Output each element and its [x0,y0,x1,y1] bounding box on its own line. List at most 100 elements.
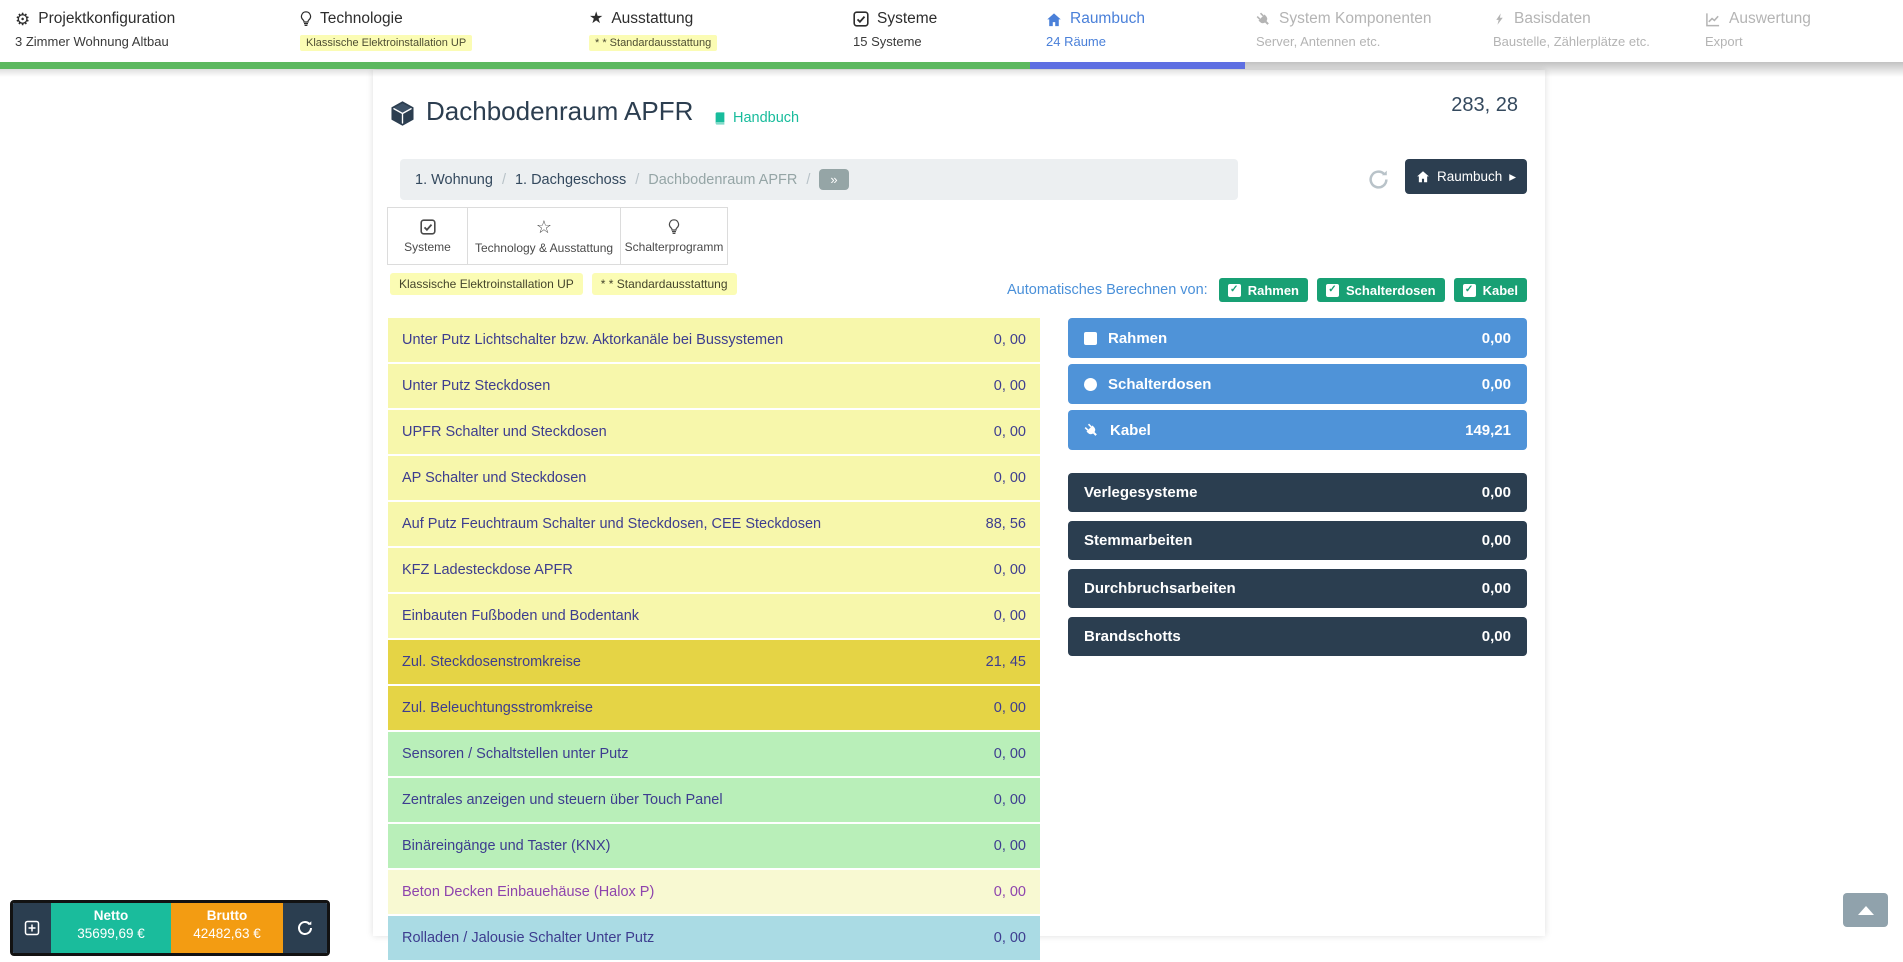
check-square-icon [419,218,436,235]
system-row-value: 0, 00 [993,884,1026,900]
system-row-label: Zul. Beleuchtungsstromkreise [402,700,593,716]
tab[interactable]: Systeme [387,207,468,265]
nav-item[interactable]: Technologie Klassische Elektroinstallati… [300,9,473,51]
breadcrumb-more-button[interactable]: » [819,169,849,190]
system-row[interactable]: Zul. Steckdosenstromkreise 21, 45 [388,640,1040,684]
refresh-icon[interactable] [1368,169,1389,195]
manual-total-row[interactable]: Brandschotts 0,00 [1068,617,1527,656]
system-row-value: 0, 00 [993,562,1026,578]
plus-square-icon [24,920,40,936]
breadcrumb-separator: / [635,171,640,188]
auto-calc-toggle-kabel[interactable]: ✓ Kabel [1453,278,1527,302]
breadcrumb: 1. Wohnung / 1. Dachgeschoss / Dachboden… [400,159,1238,200]
raumbuch-button[interactable]: Raumbuch ▸ [1405,159,1527,194]
system-row[interactable]: Beton Decken Einbauehäuse (Halox P) 0, 0… [388,870,1040,914]
manual-total-row[interactable]: Stemmarbeiten 0,00 [1068,521,1527,560]
chart-icon [1705,12,1721,27]
system-row[interactable]: Einbauten Fußboden und Bodentank 0, 00 [388,594,1040,638]
manual-total-row[interactable]: Durchbruchsarbeiten 0,00 [1068,569,1527,608]
system-row-value: 0, 00 [993,700,1026,716]
nav-item[interactable]: ★ Ausstattung * * Standardausstattung [589,9,718,51]
system-row[interactable]: AP Schalter und Steckdosen 0, 00 [388,456,1040,500]
total-value: 0,00 [1481,375,1511,393]
system-row[interactable]: KFZ Ladesteckdose APFR 0, 00 [388,548,1040,592]
system-row[interactable]: Unter Putz Steckdosen 0, 00 [388,364,1040,408]
home-icon [1046,12,1062,27]
nav-item-subtitle: Baustelle, Zählerplätze etc. [1493,34,1650,49]
expand-button[interactable] [13,903,51,953]
system-row[interactable]: Binäreingänge und Taster (KNX) 0, 00 [388,824,1040,868]
system-row-value: 0, 00 [993,470,1026,486]
system-row[interactable]: UPFR Schalter und Steckdosen 0, 00 [388,410,1040,454]
recalculate-button[interactable] [283,903,327,953]
system-row[interactable]: Zentrales anzeigen und steuern über Touc… [388,778,1040,822]
total-row-kabel[interactable]: Kabel 149,21 [1068,410,1527,450]
nav-item-title: Projektkonfiguration [38,10,176,27]
total-row-schalterdosen[interactable]: Schalterdosen 0,00 [1068,364,1527,404]
manual-total-label: Brandschotts [1084,628,1181,645]
nav-item-title: Auswertung [1729,10,1811,27]
system-row-value: 0, 00 [993,378,1026,394]
home-icon [1416,170,1430,183]
cube-icon [389,100,416,132]
system-row-value: 0, 00 [993,424,1026,440]
selection-badges: Klassische Elektroinstallation UP * * St… [390,273,737,295]
manual-total-value: 0,00 [1481,580,1511,597]
nav-item[interactable]: Auswertung Export [1705,9,1811,51]
nav-item[interactable]: Systeme 15 Systeme [853,9,937,51]
tab-bar: Systeme ☆ Technology & Ausstattung Schal… [387,207,728,265]
tab-label: Technology & Ausstattung [474,240,614,255]
manual-total-row[interactable]: Verlegesysteme 0,00 [1068,473,1527,512]
system-row[interactable]: Zul. Beleuchtungsstromkreise 0, 00 [388,686,1040,730]
manual-total-label: Durchbruchsarbeiten [1084,580,1236,597]
plug-icon [1256,12,1271,27]
nav-item[interactable]: Raumbuch 24 Räume [1046,9,1145,51]
page-title: Dachbodenraum APFR [426,96,694,126]
nav-item-title: System Komponenten [1279,10,1432,27]
total-row-rahmen[interactable]: Rahmen 0,00 [1068,318,1527,358]
lightbulb-icon [668,218,680,235]
nav-item[interactable]: System Komponenten Server, Antennen etc. [1256,9,1432,51]
nav-item-subtitle: 24 Räume [1046,34,1106,49]
tab[interactable]: Schalterprogramm [620,207,728,265]
system-row[interactable]: Unter Putz Lichtschalter bzw. Aktorkanäl… [388,318,1040,362]
system-row-label: Binäreingänge und Taster (KNX) [402,838,611,854]
system-row-label: AP Schalter und Steckdosen [402,470,587,486]
arrow-up-icon [1857,905,1874,915]
auto-calc-label: Automatisches Berechnen von: [1007,282,1208,298]
top-navigation: ⚙ Projektkonfiguration 3 Zimmer Wohnung … [0,0,1903,62]
system-row[interactable]: Rolladen / Jalousie Schalter Unter Putz … [388,916,1040,960]
breadcrumb-item-dachgeschoss[interactable]: 1. Dachgeschoss [514,171,627,188]
progress-current [1030,62,1245,69]
system-row-value: 0, 00 [993,746,1026,762]
system-row[interactable]: Auf Putz Feuchtraum Schalter und Steckdo… [388,502,1040,546]
star-icon: ★ [589,10,604,27]
netto-display: Netto 35699,69 € [51,903,171,953]
book-icon [713,111,727,126]
system-row-label: Zul. Steckdosenstromkreise [402,654,581,670]
room-card: Dachbodenraum APFR Handbuch 283, 28 1. W… [373,70,1545,960]
square-icon [1084,331,1097,345]
caret-right-icon: ▸ [1509,168,1517,184]
tab[interactable]: ☆ Technology & Ausstattung [467,207,621,265]
auto-calc-toggle-schalterdosen[interactable]: ✓ Schalterdosen [1317,278,1445,302]
gears-icon: ⚙ [15,9,31,29]
breadcrumb-item-current: Dachbodenraum APFR [648,171,798,188]
nav-item-subtitle: Klassische Elektroinstallation UP [300,35,473,51]
ausstattung-badge: * * Standardausstattung [591,273,737,295]
netto-value: 35699,69 € [77,926,145,941]
system-row-label: Rolladen / Jalousie Schalter Unter Putz [402,930,655,946]
manual-total-value: 0,00 [1481,628,1511,645]
price-summary-bar: Netto 35699,69 € Brutto 42482,63 € [10,900,330,956]
lightbulb-icon [300,11,312,27]
nav-item[interactable]: Basisdaten Baustelle, Zählerplätze etc. [1493,9,1650,51]
scroll-to-top-button[interactable] [1843,893,1888,927]
nav-item[interactable]: ⚙ Projektkonfiguration 3 Zimmer Wohnung … [15,9,175,51]
handbuch-link[interactable]: Handbuch [713,110,799,126]
manual-totals-panel: Verlegesysteme 0,00 Stemmarbeiten 0,00 D… [1068,473,1527,665]
system-row-label: Auf Putz Feuchtraum Schalter und Steckdo… [402,516,822,532]
nav-item-title: Raumbuch [1070,10,1145,27]
system-row[interactable]: Sensoren / Schaltstellen unter Putz 0, 0… [388,732,1040,776]
breadcrumb-item-wohnung[interactable]: 1. Wohnung [415,171,493,188]
auto-calc-toggle-rahmen[interactable]: ✓ Rahmen [1218,278,1308,302]
